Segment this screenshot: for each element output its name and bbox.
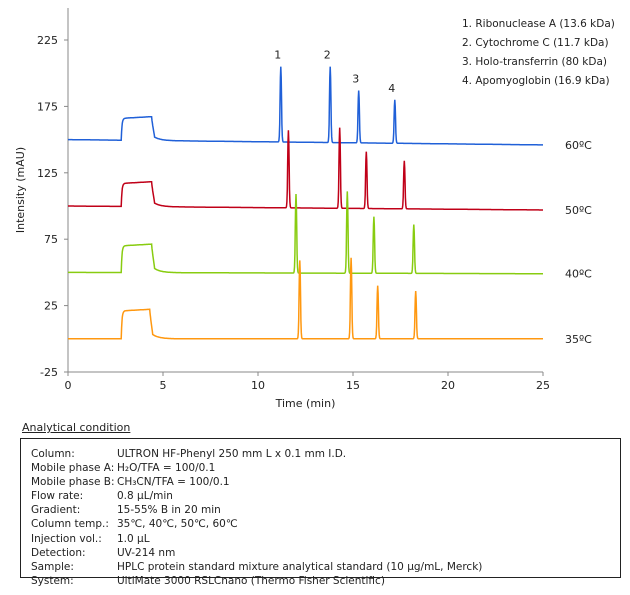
condition-row: Sample: HPLC protein standard mixture ana… bbox=[31, 560, 620, 574]
condition-row: Detection: UV-214 nm bbox=[31, 546, 620, 560]
y-tick-label: 25 bbox=[44, 300, 58, 313]
condition-row: System: UltiMate 3000 RSLCnano (Thermo Fi… bbox=[31, 574, 620, 588]
condition-key: Flow rate: bbox=[31, 490, 84, 503]
series-label: 50ºC bbox=[565, 204, 592, 217]
trace-2 bbox=[68, 191, 543, 275]
legend-entry: 1. Ribonuclease A (13.6 kDa) bbox=[462, 18, 615, 30]
condition-value: UltiMate 3000 RSLCnano (Thermo Fisher Sc… bbox=[117, 574, 385, 587]
x-tick-label: 5 bbox=[160, 379, 167, 392]
condition-key: Column temp.: bbox=[31, 518, 109, 531]
x-tick-label: 15 bbox=[346, 379, 360, 392]
condition-row: Column temp.: 35℃, 40℃, 50℃, 60℃ bbox=[31, 517, 620, 531]
y-axis-label: Intensity (mAU) bbox=[14, 147, 27, 233]
condition-key: Injection vol.: bbox=[31, 532, 102, 545]
peak-label: 1 bbox=[274, 49, 281, 62]
peak-label: 4 bbox=[388, 82, 395, 95]
peak-label: 3 bbox=[352, 72, 359, 85]
condition-row: Column: ULTRON HF-Phenyl 250 mm L x 0.1 m… bbox=[31, 447, 620, 461]
peak-label: 2 bbox=[324, 49, 331, 62]
x-axis-label: Time (min) bbox=[275, 397, 336, 410]
condition-value: 15-55% B in 20 min bbox=[117, 504, 221, 517]
chromatogram-chart: -25 25 75 125 175 225 0 5 10 15 20 25 Time (min) Inte… bbox=[14, 8, 615, 410]
legend-entry: 4. Apomyoglobin (16.9 kDa) bbox=[462, 75, 610, 87]
condition-row: Flow rate: 0.8 μL/min bbox=[31, 489, 620, 503]
condition-value: ULTRON HF-Phenyl 250 mm L x 0.1 mm I.D. bbox=[117, 448, 347, 460]
condition-value: UV-214 nm bbox=[117, 546, 176, 559]
condition-value: H₂O/TFA = 100/0.1 bbox=[117, 462, 216, 475]
condition-key: Detection: bbox=[31, 546, 86, 559]
series-label: 35ºC bbox=[565, 333, 592, 346]
trace-1 bbox=[68, 127, 543, 211]
condition-value: HPLC protein standard mixture analytical… bbox=[117, 560, 483, 573]
condition-value: CH₃CN/TFA = 100/0.1 bbox=[117, 476, 230, 489]
y-tick-label: 125 bbox=[37, 167, 58, 180]
legend-entry: 2. Cytochrome C (11.7 kDa) bbox=[462, 37, 609, 49]
trace-3 bbox=[68, 257, 543, 340]
conditions-title: Analytical condition bbox=[22, 421, 131, 434]
condition-key: Gradient: bbox=[31, 504, 81, 517]
series-label: 60ºC bbox=[565, 139, 592, 152]
condition-key: Sample: bbox=[31, 560, 74, 573]
y-tick-label: 175 bbox=[37, 100, 58, 113]
y-tick-label: 225 bbox=[37, 34, 58, 47]
condition-value: 0.8 μL/min bbox=[117, 490, 173, 503]
legend-entry: 3. Holo-transferrin (80 kDa) bbox=[462, 56, 607, 68]
condition-row: Mobile phase B: CH₃CN/TFA = 100/0.1 bbox=[31, 475, 620, 489]
x-tick-label: 0 bbox=[65, 379, 72, 392]
x-tick-label: 10 bbox=[251, 379, 265, 392]
condition-key: Column: bbox=[31, 448, 75, 460]
conditions-box: Column: ULTRON HF-Phenyl 250 mm L x 0.1 m… bbox=[20, 438, 621, 587]
condition-value: 1.0 μL bbox=[117, 532, 150, 545]
trace-0 bbox=[68, 66, 543, 146]
condition-row: Mobile phase A: H₂O/TFA = 100/0.1 bbox=[31, 461, 620, 475]
condition-row: Injection vol.: 1.0 μL bbox=[31, 532, 620, 546]
x-tick-label: 20 bbox=[441, 379, 455, 392]
condition-value: 35℃, 40℃, 50℃, 60℃ bbox=[117, 518, 238, 531]
series-label: 40ºC bbox=[565, 268, 592, 281]
condition-row: Gradient: 15-55% B in 20 min bbox=[31, 503, 620, 517]
condition-key: Mobile phase A: bbox=[31, 462, 115, 475]
x-tick-label: 25 bbox=[536, 379, 550, 392]
y-tick-label: 75 bbox=[44, 233, 58, 246]
condition-key: Mobile phase B: bbox=[31, 476, 115, 489]
condition-key: System: bbox=[31, 574, 74, 587]
y-tick-label: -25 bbox=[40, 366, 58, 379]
